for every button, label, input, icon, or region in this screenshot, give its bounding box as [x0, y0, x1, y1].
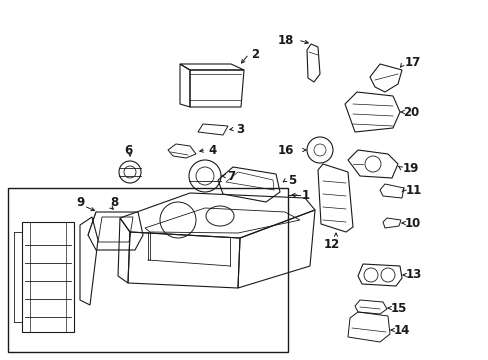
Text: 1: 1 [302, 189, 309, 202]
Text: 3: 3 [236, 122, 244, 135]
Text: 8: 8 [110, 195, 118, 208]
Text: 19: 19 [402, 162, 419, 175]
Text: 2: 2 [250, 48, 259, 60]
Text: 15: 15 [390, 302, 407, 315]
Text: 10: 10 [404, 216, 420, 230]
Text: 13: 13 [405, 269, 421, 282]
Text: 12: 12 [324, 238, 340, 251]
Text: 5: 5 [287, 174, 296, 186]
Text: 18: 18 [278, 33, 294, 46]
Text: 7: 7 [226, 170, 235, 183]
Text: 9: 9 [76, 195, 84, 208]
Text: 11: 11 [405, 184, 421, 197]
Text: 14: 14 [393, 324, 409, 337]
Text: 4: 4 [207, 144, 216, 157]
Text: 17: 17 [404, 55, 420, 68]
Text: 16: 16 [278, 144, 294, 157]
Bar [8, 188, 287, 352]
Text: 6: 6 [124, 144, 132, 157]
Text: 20: 20 [402, 105, 418, 118]
